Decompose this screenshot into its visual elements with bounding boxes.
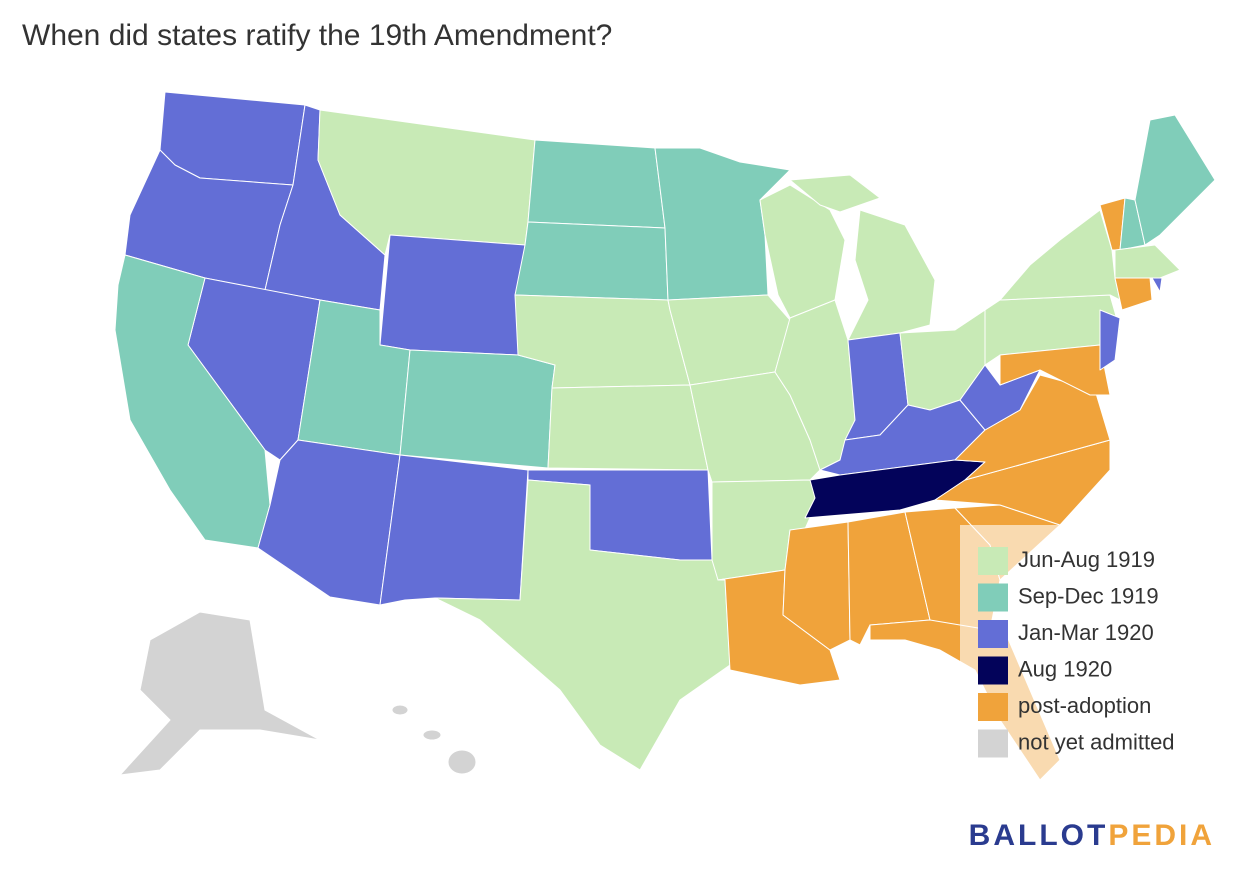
state xyxy=(434,479,731,771)
legend-label: Jun-Aug 1919 xyxy=(1018,547,1155,572)
state xyxy=(999,209,1121,301)
legend: Jun-Aug 1919 Sep-Dec 1919 Jan-Mar 1920 Aug … xyxy=(978,547,1175,758)
legend-swatch xyxy=(978,693,1008,721)
legend-label: post-adoption xyxy=(1018,693,1151,718)
state xyxy=(399,349,556,469)
state xyxy=(114,254,271,549)
state xyxy=(527,139,666,229)
state xyxy=(391,704,409,716)
state xyxy=(1114,277,1153,311)
state xyxy=(667,294,791,386)
state xyxy=(447,749,477,775)
logo-part: PEDIA xyxy=(1108,819,1215,852)
legend-label: Aug 1920 xyxy=(1018,656,1112,681)
legend-swatch xyxy=(978,729,1008,758)
state xyxy=(257,439,401,606)
logo: BALLOTPEDIA xyxy=(969,819,1215,852)
legend-swatch xyxy=(978,620,1008,648)
legend-label: Jan-Mar 1920 xyxy=(1018,620,1154,645)
state xyxy=(379,454,529,606)
legend-swatch xyxy=(978,656,1008,685)
state xyxy=(1099,309,1121,371)
title: When did states ratify the 19th Amendmen… xyxy=(22,19,612,52)
legend-swatch xyxy=(978,547,1008,575)
legend-label: Sep-Dec 1919 xyxy=(1018,583,1159,608)
logo-part: BALLOT xyxy=(969,819,1109,852)
state xyxy=(514,221,669,301)
state xyxy=(119,611,321,776)
state xyxy=(547,384,709,471)
state xyxy=(1134,114,1216,246)
state xyxy=(379,234,526,356)
state xyxy=(1151,277,1163,293)
legend-label: not yet admitted xyxy=(1018,729,1175,754)
state xyxy=(422,729,442,741)
states xyxy=(114,91,1216,781)
legend-swatch xyxy=(978,583,1008,612)
state xyxy=(789,174,881,213)
state xyxy=(847,209,936,341)
state xyxy=(1114,244,1181,279)
